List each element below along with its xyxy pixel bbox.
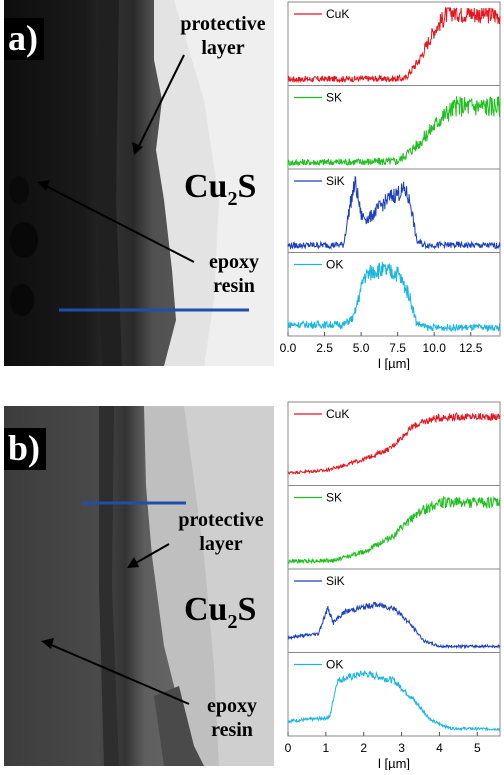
phase-label-a: Cu2S [184,168,256,211]
panel-b: b) protective layer Cu2S epoxy resin CuK… [0,400,504,771]
x-tick-label: 0 [285,741,292,755]
series-cuk-line [287,6,501,84]
sem-image-b: b) protective layer Cu2S epoxy resin [4,406,274,766]
x-tick-label: 7.5 [389,341,406,355]
sem-micrograph-b [4,406,274,766]
label-layer-b: layer [199,533,243,555]
label-epoxy-a: epoxy [209,251,259,273]
legend-label-sik: SiK [326,174,345,188]
phase-main-b: Cu [184,591,228,628]
x-tick-label: 4 [436,741,443,755]
label-epoxy-resin-a: epoxy resin [192,250,274,298]
plot-area-b: CuK SK SiK OK 0 1 2 3 4 5 l [µm] [276,400,504,771]
legend-label-sik: SiK [326,574,345,588]
label-protective-layer-b: protective layer [167,508,274,556]
x-axis-label: l [µm] [378,756,410,770]
x-tick-label: 12.5 [459,341,483,355]
legend-label-sk: SK [326,491,342,505]
phase-sub-a: 2 [227,187,238,210]
series-sk-line [287,495,501,565]
phase-tail-a: S [237,168,257,205]
legend-label-ok: OK [326,658,343,672]
series-ok-line [287,261,501,333]
x-tick-label: 2 [360,741,367,755]
panel-label-b: b) [4,428,47,470]
label-resin-b: resin [211,719,253,741]
arrow-protective-a [136,54,185,151]
eds-line-scan-a: CuK SK SiK OK 0.0 2.5 5.0 7.5 10.0 12.5 l [µm] [280,1,501,371]
x-tick-label: 2.5 [316,341,333,355]
phase-label-b: Cu2S [184,591,256,634]
legend-label-sk: SK [326,91,342,105]
legend-label-ok: OK [326,258,343,272]
x-tick-label: 1 [323,741,330,755]
label-resin-a: resin [213,275,255,297]
arrow-epoxy-a [43,184,195,263]
label-layer-a: layer [201,37,245,59]
legend-label-cuk: CuK [326,407,349,421]
series-cuk-line [287,412,501,475]
sem-image-a: a) protective layer Cu2S epoxy resin [4,0,274,366]
series-sik-line [287,175,501,250]
phase-tail-b: S [237,591,257,628]
x-tick-label: 3 [398,741,405,755]
arrow-protective-b [133,543,170,565]
plot-area-a: CuK SK SiK OK 0.0 2.5 5.0 7.5 10.0 12.5 l [µm] [276,0,504,371]
label-protective-layer-a: protective layer [170,12,274,60]
label-epoxy-b: epoxy [207,695,257,717]
label-protective-a: protective [180,13,266,35]
eds-line-scan-b: CuK SK SiK OK 0 1 2 3 4 5 l [µm] [285,401,501,771]
series-sik-line [287,601,501,650]
panel-a: a) protective layer Cu2S epoxy resin CuK… [0,0,504,371]
phase-sub-b: 2 [227,610,238,633]
x-tick-label: 5 [474,741,481,755]
x-tick-label: 0.0 [280,341,297,355]
x-tick-label: 10.0 [423,341,447,355]
x-axis-label: l [µm] [378,356,410,370]
phase-main-a: Cu [184,168,228,205]
series-ok-line [287,669,501,732]
label-protective-b: protective [178,509,264,531]
series-sk-line [287,96,501,167]
sem-micrograph-a [4,0,274,366]
arrow-epoxy-b [48,643,190,705]
x-tick-label: 5.0 [353,341,370,355]
legend-label-cuk: CuK [326,7,349,21]
panel-label-a: a) [4,18,44,60]
label-epoxy-resin-b: epoxy resin [192,694,272,742]
